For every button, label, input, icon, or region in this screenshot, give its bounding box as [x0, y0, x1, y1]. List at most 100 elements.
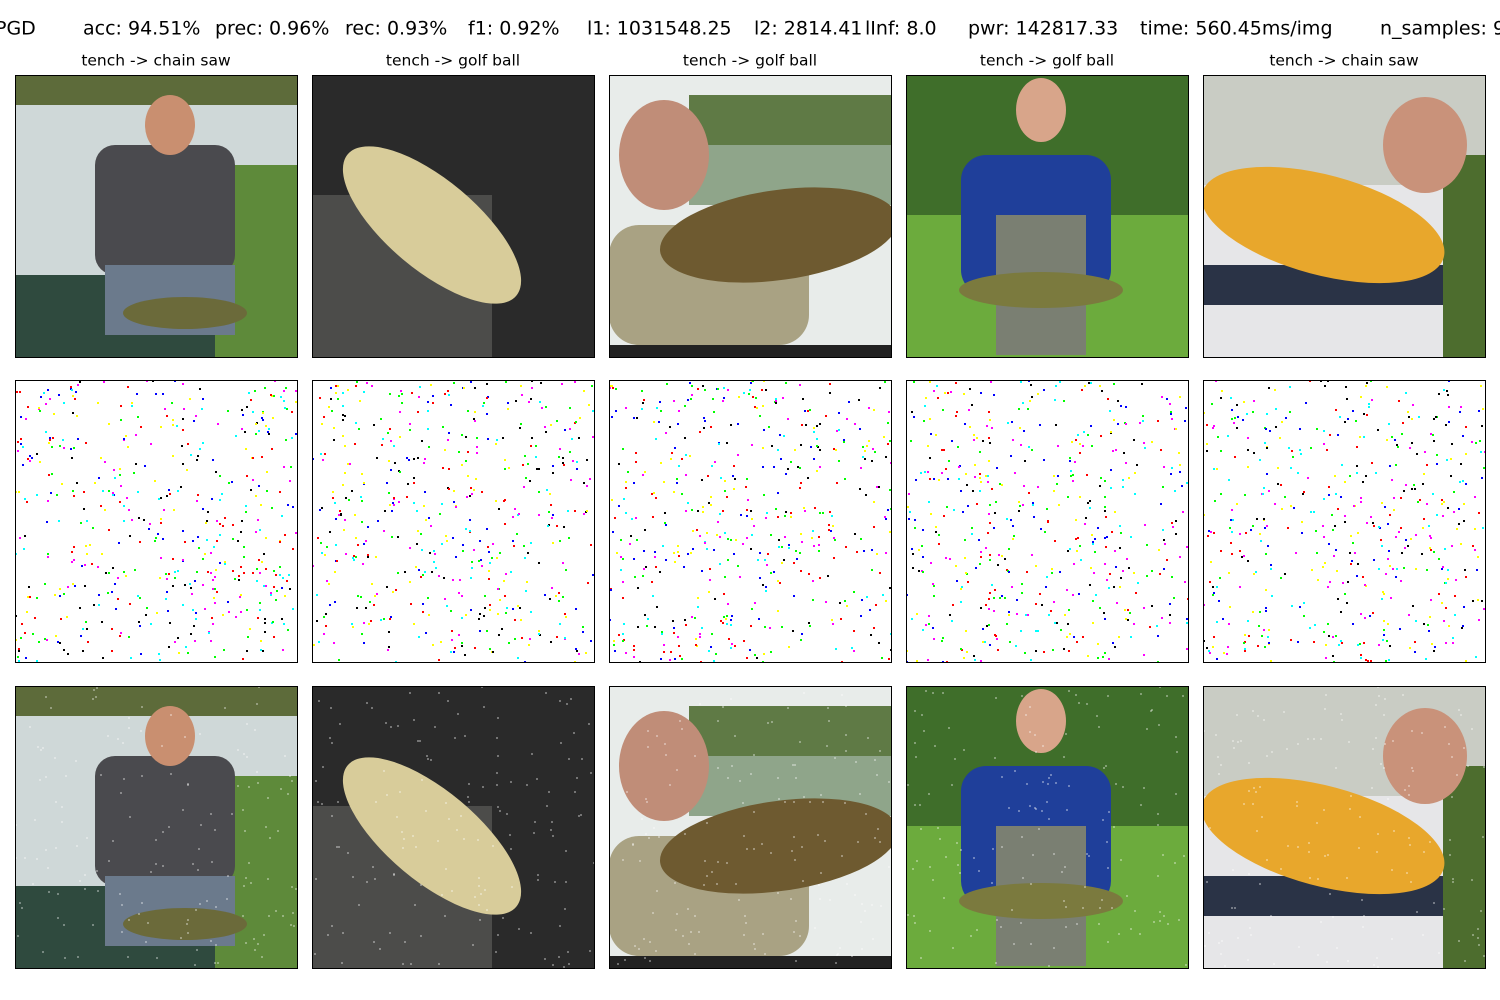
noise-pixel	[914, 922, 916, 924]
noise-pixel	[758, 618, 760, 620]
noise-pixel	[70, 386, 72, 388]
noise-pixel	[24, 632, 26, 634]
noise-pixel	[503, 580, 505, 582]
noise-pixel	[1465, 426, 1467, 428]
noise-pixel	[417, 411, 419, 413]
noise-pixel	[254, 949, 256, 951]
noise-pixel	[1377, 429, 1379, 431]
noise-pixel	[47, 556, 49, 558]
noise-pixel	[541, 407, 543, 409]
noise-pixel	[252, 479, 254, 481]
noise-pixel	[51, 473, 53, 475]
noise-pixel	[98, 477, 100, 479]
noise-pixel	[1264, 646, 1266, 648]
noise-pixel	[819, 898, 821, 900]
noise-pixel	[861, 948, 863, 950]
noise-pixel	[1146, 575, 1148, 577]
noise-pixel	[293, 925, 295, 927]
noise-pixel	[1358, 847, 1360, 849]
noise-pixel	[520, 619, 522, 621]
noise-pixel	[1063, 756, 1065, 758]
noise-pixel	[706, 875, 708, 877]
noise-pixel	[633, 417, 635, 419]
noise-pixel	[1186, 482, 1188, 484]
noise-pixel	[499, 552, 501, 554]
noise-pixel	[1102, 656, 1104, 658]
noise-pixel	[1097, 527, 1099, 529]
noise-pixel	[733, 488, 735, 490]
noise-pixel	[963, 393, 965, 395]
noise-pixel	[641, 818, 643, 820]
noise-pixel	[588, 404, 590, 406]
noise-pixel	[571, 438, 573, 440]
noise-pixel	[101, 621, 103, 623]
noise-pixel	[283, 623, 285, 625]
noise-pixel	[809, 801, 811, 803]
noise-pixel	[1393, 509, 1395, 511]
noise-pixel	[1095, 594, 1097, 596]
noise-pixel	[510, 571, 512, 573]
noise-pixel	[986, 425, 988, 427]
noise-pixel	[227, 875, 229, 877]
noise-pixel	[401, 393, 403, 395]
noise-pixel	[266, 490, 268, 492]
noise-pixel	[530, 542, 532, 544]
noise-pixel	[113, 469, 115, 471]
noise-pixel	[717, 767, 719, 769]
noise-pixel	[1262, 493, 1264, 495]
noise-pixel	[1174, 862, 1176, 864]
noise-pixel	[263, 934, 265, 936]
noise-pixel	[195, 612, 197, 614]
noise-pixel	[854, 533, 856, 535]
noise-pixel	[259, 609, 261, 611]
noise-pixel	[147, 922, 149, 924]
noise-pixel	[505, 573, 507, 575]
noise-pixel	[1297, 641, 1299, 643]
noise-pixel	[1450, 458, 1452, 460]
noise-pixel	[1447, 578, 1449, 580]
noise-pixel	[25, 657, 27, 659]
noise-pixel	[928, 623, 930, 625]
noise-pixel	[326, 580, 328, 582]
noise-pixel	[879, 572, 881, 574]
noise-pixel	[1438, 593, 1440, 595]
noise-pixel	[1481, 600, 1483, 602]
noise-pixel	[933, 390, 935, 392]
noise-pixel	[800, 639, 802, 641]
noise-pixel	[1212, 646, 1214, 648]
noise-pixel	[397, 572, 399, 574]
noise-pixel	[1108, 587, 1110, 589]
noise-pixel	[450, 651, 452, 653]
noise-pixel	[502, 917, 504, 919]
noise-pixel	[1408, 837, 1410, 839]
noise-pixel	[282, 915, 284, 917]
noise-pixel	[1337, 434, 1339, 436]
noise-pixel	[248, 392, 250, 394]
noise-pixel	[576, 461, 578, 463]
noise-pixel	[1119, 525, 1121, 527]
noise-pixel	[1089, 584, 1091, 586]
noise-pixel	[877, 828, 879, 830]
noise-pixel	[256, 580, 258, 582]
noise-pixel	[551, 821, 553, 823]
noise-pixel	[1463, 606, 1465, 608]
noise-pixel	[684, 619, 686, 621]
noise-pixel	[1016, 613, 1018, 615]
noise-pixel	[644, 614, 646, 616]
noise-pixel	[575, 421, 577, 423]
noise-pixel	[195, 909, 197, 911]
noise-pixel	[102, 490, 104, 492]
noise-pixel	[971, 404, 973, 406]
noise-pixel	[329, 604, 331, 606]
noise-pixel	[76, 415, 78, 417]
noise-pixel	[389, 428, 391, 430]
noise-pixel	[1347, 960, 1349, 962]
noise-pixel	[370, 620, 372, 622]
noise-pixel	[438, 659, 440, 661]
noise-pixel	[662, 545, 664, 547]
noise-pixel	[1391, 869, 1393, 871]
noise-pixel	[425, 519, 427, 521]
noise-pixel	[691, 394, 693, 396]
noise-pixel	[340, 513, 342, 515]
noise-pixel	[352, 557, 354, 559]
